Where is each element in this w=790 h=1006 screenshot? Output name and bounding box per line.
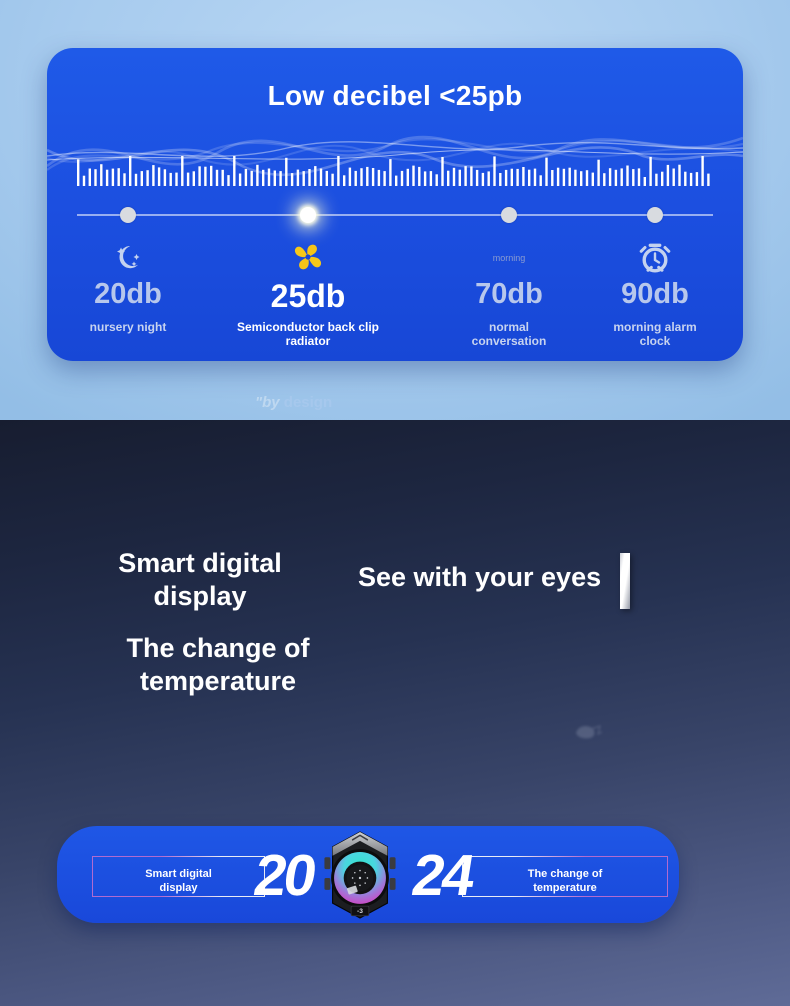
svg-text:-3: -3 (357, 908, 363, 915)
